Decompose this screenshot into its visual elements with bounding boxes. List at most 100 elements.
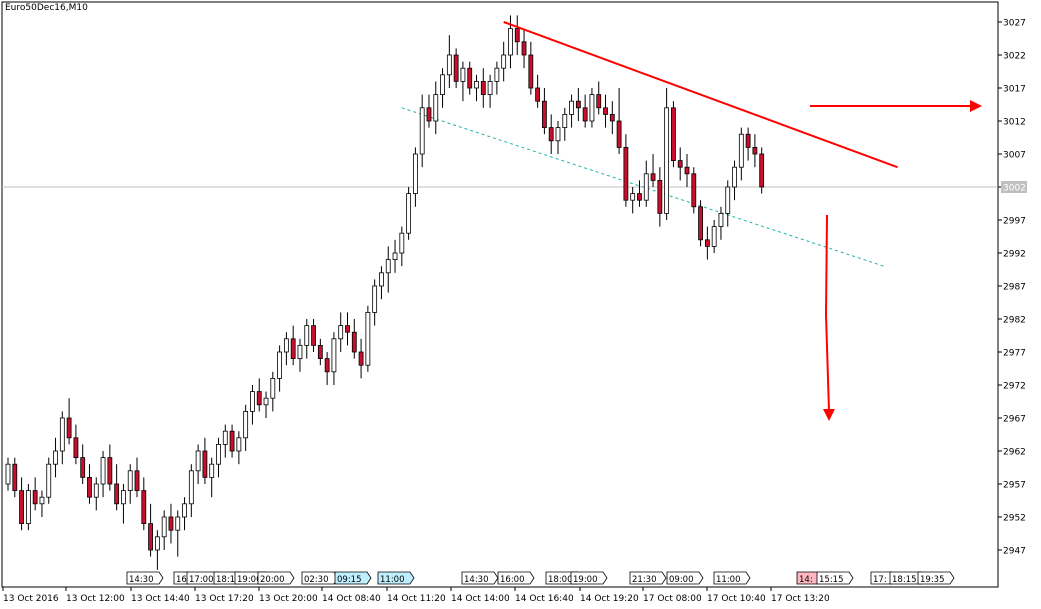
x-tick-label: 13 Oct 14:40	[131, 594, 190, 604]
session-marker-flag	[666, 571, 704, 585]
session-marker-label: 19:00	[237, 575, 262, 585]
x-tick-label: 14 Oct 16:40	[515, 594, 574, 604]
symbol-title: Euro50Dec16,M10	[5, 3, 88, 13]
session-marker-flag	[257, 571, 295, 585]
y-tick-label: 2947	[1003, 547, 1026, 557]
candle-body	[548, 127, 554, 142]
resistance-trendline	[503, 21, 898, 169]
y-tick-label: 2982	[1003, 316, 1026, 326]
candle-body	[304, 325, 310, 346]
candle-body	[324, 358, 330, 373]
candle-body	[657, 179, 663, 214]
candle-body	[630, 193, 636, 201]
candle-body	[351, 331, 357, 353]
session-marker-label: 16	[176, 575, 187, 585]
session-marker-label: 18:00	[548, 575, 573, 585]
candle-body	[419, 107, 425, 155]
candle-body	[53, 450, 58, 465]
candle-body	[161, 516, 167, 538]
candle-body	[704, 239, 710, 247]
x-tick-label: 13 Oct 12:00	[66, 594, 125, 604]
candle-body	[521, 41, 527, 56]
candle-body	[616, 120, 622, 148]
candle-body	[487, 81, 493, 96]
candle-body	[283, 338, 289, 353]
session-marker-flag	[629, 571, 667, 585]
candle-body	[379, 272, 384, 287]
session-marker-flag	[713, 571, 751, 585]
session-marker-flag	[917, 571, 955, 585]
session-marker-flag	[570, 571, 608, 585]
candle-body	[691, 173, 697, 208]
session-marker-label: 11:00	[716, 575, 741, 585]
candle-body	[195, 450, 201, 472]
session-marker-label: 09:00	[669, 575, 694, 585]
session-marker-flag	[334, 571, 372, 585]
candle-body	[528, 54, 534, 89]
candle-body	[738, 133, 744, 168]
candle-body	[243, 410, 249, 439]
y-tick-label: 2952	[1003, 514, 1026, 524]
candle-body	[365, 311, 371, 366]
x-tick-label: 14 Oct 11:20	[387, 594, 446, 604]
candle-body	[290, 338, 296, 359]
candle-body	[311, 325, 316, 346]
candle-body	[216, 443, 221, 465]
session-marker-label: 16:00	[500, 575, 525, 585]
candle-body	[460, 67, 466, 82]
y-tick-label: 3022	[1003, 52, 1026, 62]
candle-body	[331, 338, 337, 373]
session-marker-label: 02:30	[304, 575, 329, 585]
x-tick-label: 14 Oct 08:40	[322, 594, 381, 604]
candle-body	[73, 437, 79, 458]
candle-body	[494, 67, 500, 82]
candle-body	[555, 127, 561, 142]
session-marker-label: 18:1	[216, 575, 235, 585]
candle-body	[392, 252, 398, 260]
session-marker-label: 15:15	[819, 575, 844, 585]
candle-body	[643, 173, 649, 201]
candle-body	[372, 285, 378, 313]
candle-body	[32, 490, 38, 505]
channel-line	[401, 107, 885, 267]
candle-body	[5, 463, 11, 485]
down-arrow-head	[823, 409, 835, 421]
candle-body	[480, 81, 486, 96]
candle-body	[609, 114, 615, 122]
session-marker-flag	[461, 571, 499, 585]
candle-body	[263, 397, 269, 406]
session-marker-label: 20:00	[260, 575, 285, 585]
x-tick-label: 13 Oct 2016	[3, 594, 59, 604]
candle-body	[87, 476, 92, 498]
x-tick-label: 17 Oct 08:00	[643, 594, 702, 604]
candle-body	[270, 377, 276, 399]
y-tick-label: 3027	[1003, 19, 1026, 29]
session-marker-flag	[377, 571, 415, 585]
candle-body	[168, 516, 174, 531]
candle-body	[317, 344, 323, 359]
y-tick-label: 2967	[1003, 415, 1026, 425]
candle-body	[222, 430, 228, 445]
candle-body	[93, 483, 99, 498]
x-tick-label: 13 Oct 20:00	[259, 594, 318, 604]
session-marker-flag	[126, 571, 164, 585]
candle-body	[127, 470, 133, 491]
session-marker-label: 21:30	[632, 575, 657, 585]
candle-body	[297, 344, 303, 359]
down-arrow-shaft	[824, 214, 830, 412]
y-tick-label: 3017	[1003, 85, 1026, 95]
candle-body	[59, 417, 65, 452]
candle-body	[236, 437, 242, 452]
candle-body	[433, 94, 439, 122]
candle-body	[501, 54, 507, 69]
candle-body	[514, 28, 520, 43]
session-marker-label: 14:30	[464, 575, 489, 585]
candle-body	[358, 351, 364, 366]
x-tick-label: 14 Oct 14:00	[451, 594, 510, 604]
candle-body	[664, 107, 670, 214]
candle-body	[453, 54, 459, 82]
candle-body	[671, 107, 676, 162]
candle-body	[698, 206, 703, 241]
candle-body	[25, 490, 31, 525]
